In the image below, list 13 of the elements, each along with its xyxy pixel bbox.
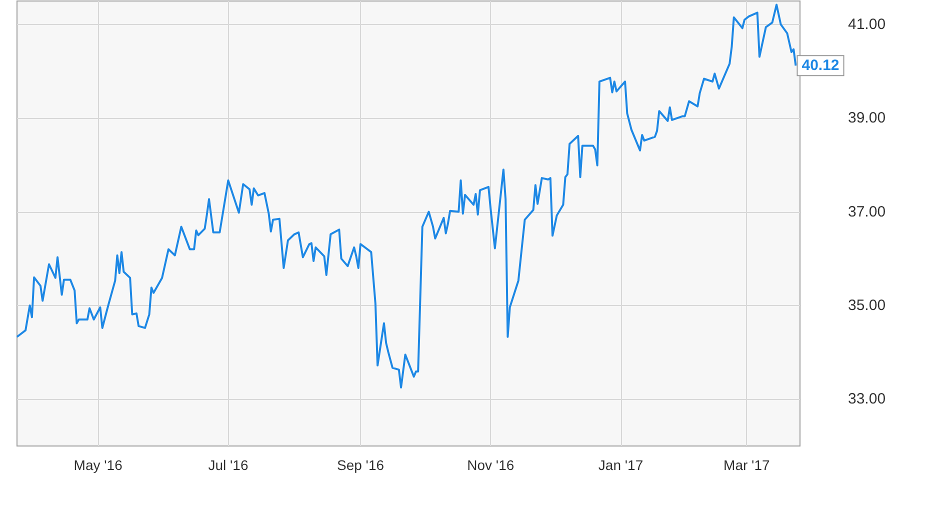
- x-tick-label: May '16: [74, 457, 123, 473]
- line-series: [16, 4, 797, 388]
- x-tick-label: Sep '16: [336, 457, 384, 473]
- x-tick-label: Jul '16: [208, 457, 248, 473]
- y-tick-label: 35.00: [848, 296, 886, 314]
- x-tick-label: Mar '17: [724, 457, 770, 473]
- annotation: 40.12: [802, 57, 840, 74]
- y-tick-label: 37.00: [848, 203, 886, 220]
- x-tick-label: Nov '16: [467, 457, 514, 473]
- x-tick-label: Jan '17: [598, 457, 644, 473]
- y-tick-label: 41.00: [848, 16, 886, 33]
- y-tick-label: 39.00: [848, 110, 886, 127]
- y-tick-label: 33.00: [848, 390, 886, 408]
